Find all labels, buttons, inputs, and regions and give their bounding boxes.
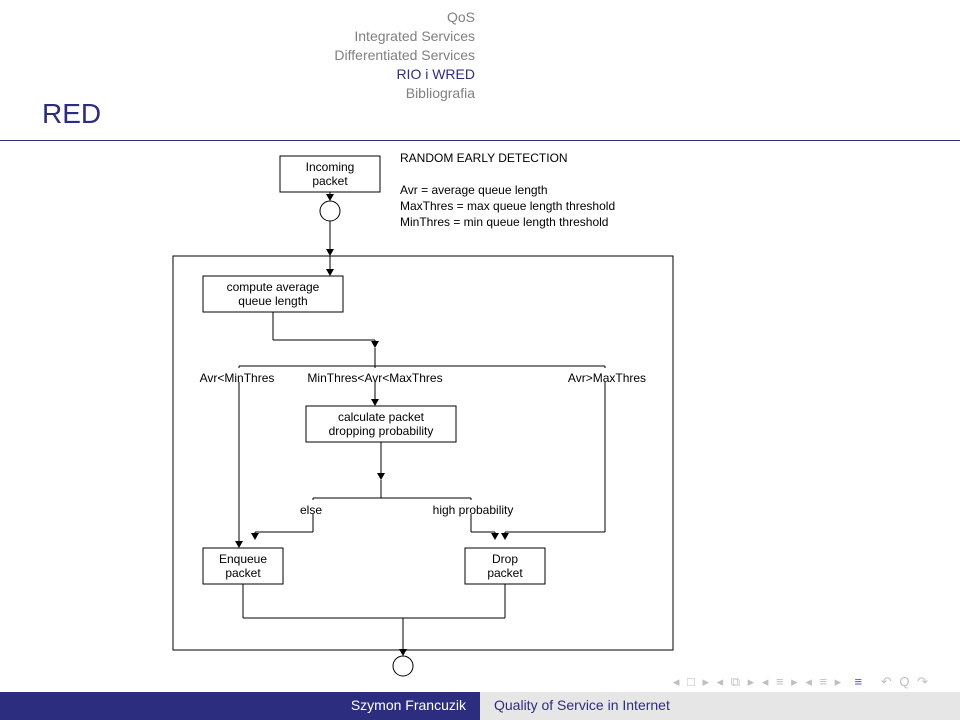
svg-text:Avr = average queue length: Avr = average queue length [400,183,548,197]
svg-text:Avr>MaxThres: Avr>MaxThres [568,371,646,385]
svg-text:packet: packet [225,566,261,580]
svg-text:MinThres = min queue length th: MinThres = min queue length threshold [400,215,608,229]
svg-text:queue length: queue length [238,294,307,308]
svg-text:high probability: high probability [433,503,514,517]
footer: Szymon Francuzik Quality of Service in I… [0,692,960,720]
svg-text:compute average: compute average [227,280,320,294]
svg-text:Incoming: Incoming [306,160,355,174]
red-flowchart: IncomingpacketRANDOM EARLY DETECTIONAvr … [145,148,745,678]
slide-title: RED [42,98,101,130]
nav-topics: QoSIntegrated ServicesDifferentiated Ser… [334,8,475,102]
svg-text:calculate packet: calculate packet [338,410,425,424]
svg-text:Drop: Drop [492,552,518,566]
svg-text:Enqueue: Enqueue [219,552,267,566]
svg-text:else: else [300,503,322,517]
svg-text:packet: packet [312,174,348,188]
svg-text:RANDOM EARLY DETECTION: RANDOM EARLY DETECTION [400,151,568,165]
svg-text:MaxThres = max queue length th: MaxThres = max queue length threshold [400,199,615,213]
beamer-nav-icons: ◂ □ ▸ ◂ ⧉ ▸ ◂ ≡ ▸ ◂ ≡ ▸ ≡ ↶ Q ↷ [673,674,930,690]
footer-subject: Quality of Service in Internet [480,692,960,720]
footer-author: Szymon Francuzik [0,692,480,720]
svg-text:Avr<MinThres: Avr<MinThres [200,371,275,385]
svg-text:dropping probability: dropping probability [329,424,434,438]
svg-text:packet: packet [487,566,523,580]
title-rule [0,140,960,141]
